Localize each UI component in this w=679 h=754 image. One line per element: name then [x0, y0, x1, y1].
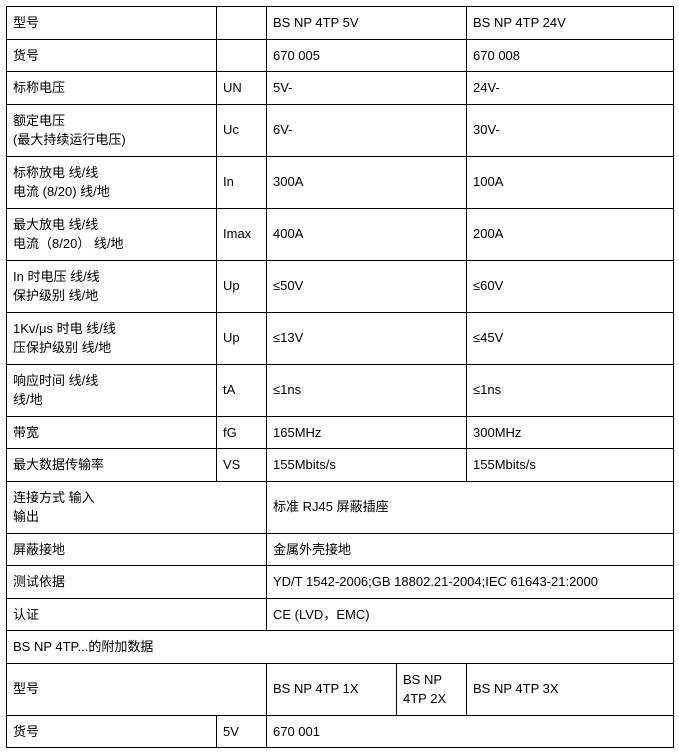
row-label: 响应时间 线/线线/地 — [7, 364, 217, 416]
row-val1: 155Mbits/s — [267, 449, 467, 482]
row-symbol: Up — [217, 260, 267, 312]
row-label: 连接方式 输入输出 — [7, 481, 267, 533]
sub-model-label: 型号 — [7, 663, 267, 715]
row-val1: 5V- — [267, 72, 467, 105]
table-row: 最大数据传输率VS155Mbits/s155Mbits/s — [7, 449, 674, 482]
table-row: 连接方式 输入输出标准 RJ45 屏蔽插座 — [7, 481, 674, 533]
row-val2: ≤60V — [467, 260, 674, 312]
table-row: 认证CE (LVD，EMC) — [7, 598, 674, 631]
row-val1: ≤50V — [267, 260, 467, 312]
row-val2: 200A — [467, 208, 674, 260]
sub-order-symbol: 5V — [217, 715, 267, 748]
row-symbol: Imax — [217, 208, 267, 260]
sub-order-val: 670 001 — [267, 715, 674, 748]
row-val2: 300MHz — [467, 416, 674, 449]
row-val2: ≤45V — [467, 312, 674, 364]
row-symbol: tA — [217, 364, 267, 416]
row-val1: 400A — [267, 208, 467, 260]
section-header-row: BS NP 4TP...的附加数据 — [7, 631, 674, 664]
sub-model-2: BS NP 4TP 2X — [397, 663, 467, 715]
row-val2: BS NP 4TP 24V — [467, 7, 674, 40]
row-symbol — [217, 7, 267, 40]
row-val2: 30V- — [467, 104, 674, 156]
row-symbol: VS — [217, 449, 267, 482]
table-row: 屏蔽接地金属外壳接地 — [7, 533, 674, 566]
table-row: 1Kv/μs 时电 线/线压保护级别 线/地Up≤13V≤45V — [7, 312, 674, 364]
row-label: 标称电压 — [7, 72, 217, 105]
table-row: In 时电压 线/线保护级别 线/地Up≤50V≤60V — [7, 260, 674, 312]
table-row: 标称放电 线/线电流 (8/20) 线/地In300A100A — [7, 156, 674, 208]
row-merged-value: YD/T 1542-2006;GB 18802.21-2004;IEC 6164… — [267, 566, 674, 599]
row-val1: ≤1ns — [267, 364, 467, 416]
row-val2: 670 008 — [467, 39, 674, 72]
row-val1: 165MHz — [267, 416, 467, 449]
row-merged-value: CE (LVD，EMC) — [267, 598, 674, 631]
row-symbol: fG — [217, 416, 267, 449]
table-row: 型号 BS NP 4TP 5VBS NP 4TP 24V — [7, 7, 674, 40]
row-val2: 24V- — [467, 72, 674, 105]
row-val2: 155Mbits/s — [467, 449, 674, 482]
row-label: In 时电压 线/线保护级别 线/地 — [7, 260, 217, 312]
table-row: 标称电压UN5V-24V- — [7, 72, 674, 105]
sub-order-row: 货号 5V 670 001 — [7, 715, 674, 748]
row-label: 额定电压(最大持续运行电压) — [7, 104, 217, 156]
row-val1: ≤13V — [267, 312, 467, 364]
row-label: 带宽 — [7, 416, 217, 449]
merged-rows: 连接方式 输入输出标准 RJ45 屏蔽插座屏蔽接地金属外壳接地测试依据YD/T … — [7, 481, 674, 631]
row-label: 屏蔽接地 — [7, 533, 267, 566]
row-label: 货号 — [7, 39, 217, 72]
row-merged-value: 金属外壳接地 — [267, 533, 674, 566]
table-row: 额定电压(最大持续运行电压)Uc6V-30V- — [7, 104, 674, 156]
row-label: 测试依据 — [7, 566, 267, 599]
row-val1: 6V- — [267, 104, 467, 156]
row-val1: BS NP 4TP 5V — [267, 7, 467, 40]
row-label: 最大放电 线/线电流（8/20） 线/地 — [7, 208, 217, 260]
sub-model-1: BS NP 4TP 1X — [267, 663, 397, 715]
spec-table: 型号BS NP 4TP 5VBS NP 4TP 24V货号670 005670 … — [6, 6, 674, 748]
row-label: 认证 — [7, 598, 267, 631]
row-val2: 100A — [467, 156, 674, 208]
sub-order-label: 货号 — [7, 715, 217, 748]
table-row: 带宽fG165MHz300MHz — [7, 416, 674, 449]
row-val2: ≤1ns — [467, 364, 674, 416]
table-row: 响应时间 线/线线/地tA≤1ns≤1ns — [7, 364, 674, 416]
sub-model-3: BS NP 4TP 3X — [467, 663, 674, 715]
row-label: 最大数据传输率 — [7, 449, 217, 482]
row-val1: 300A — [267, 156, 467, 208]
row-label: 1Kv/μs 时电 线/线压保护级别 线/地 — [7, 312, 217, 364]
row-val1: 670 005 — [267, 39, 467, 72]
table-row: 最大放电 线/线电流（8/20） 线/地Imax400A200A — [7, 208, 674, 260]
row-symbol: Up — [217, 312, 267, 364]
row-symbol — [217, 39, 267, 72]
row-label: 型号 — [7, 7, 217, 40]
sub-model-row: 型号 BS NP 4TP 1X BS NP 4TP 2X BS NP 4TP 3… — [7, 663, 674, 715]
table-row: 货号 670 005670 008 — [7, 39, 674, 72]
row-merged-value: 标准 RJ45 屏蔽插座 — [267, 481, 674, 533]
row-label: 标称放电 线/线电流 (8/20) 线/地 — [7, 156, 217, 208]
row-symbol: Uc — [217, 104, 267, 156]
table-row: 测试依据YD/T 1542-2006;GB 18802.21-2004;IEC … — [7, 566, 674, 599]
row-symbol: UN — [217, 72, 267, 105]
main-rows: 型号 BS NP 4TP 5VBS NP 4TP 24V 货号 670 005670 … — [7, 7, 674, 482]
section-header: BS NP 4TP...的附加数据 — [7, 631, 674, 664]
row-symbol: In — [217, 156, 267, 208]
